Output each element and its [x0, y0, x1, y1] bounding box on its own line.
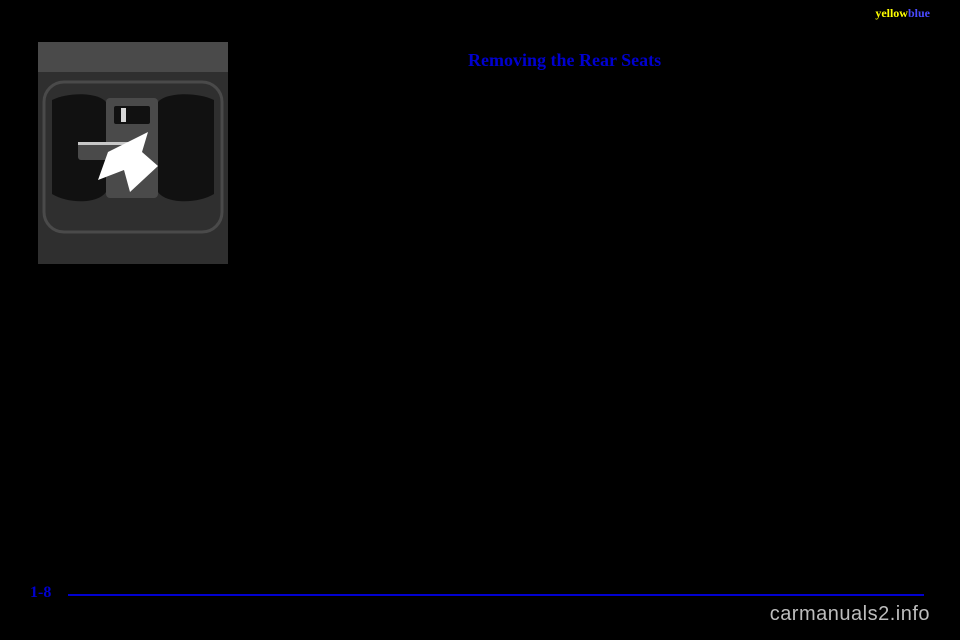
seat-latch-svg	[38, 42, 228, 264]
carpet-strip	[38, 42, 228, 72]
section-title: Removing the Rear Seats	[468, 50, 661, 71]
header-brand: yellowblue	[875, 6, 930, 21]
page-number: 1-8	[30, 584, 51, 602]
seat-latch-figure	[38, 42, 228, 264]
footer-rule	[68, 594, 924, 596]
right-recess	[158, 94, 214, 201]
page-root: yellowblue Removing the Rear Seats	[0, 0, 960, 640]
latch-tab-mark	[121, 108, 126, 122]
latch-slot	[114, 106, 150, 124]
header-brand-yellow: yellow	[875, 6, 908, 20]
header-brand-blue: blue	[908, 6, 930, 20]
watermark-text: carmanuals2.info	[770, 603, 930, 626]
